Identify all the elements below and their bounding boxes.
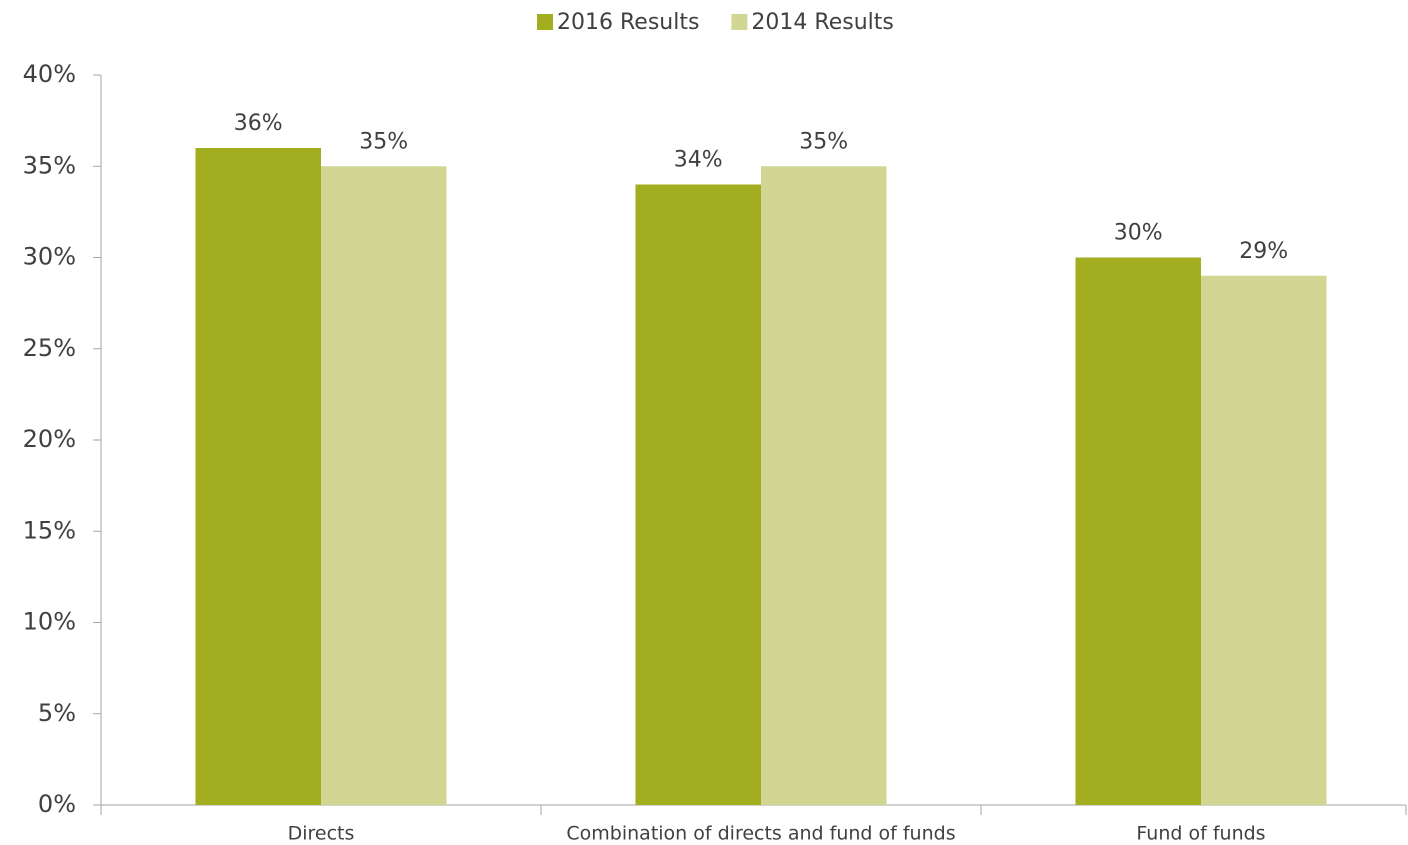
y-tick-label: 40%	[23, 60, 76, 88]
y-tick-label: 15%	[23, 516, 76, 544]
x-tick-label: Combination of directs and fund of funds	[566, 823, 955, 845]
legend-label: 2016 Results	[557, 10, 699, 35]
bar	[635, 184, 761, 805]
legend-swatch	[537, 14, 553, 30]
y-tick-label: 20%	[23, 425, 76, 453]
legend-label: 2014 Results	[751, 10, 893, 35]
y-tick-label: 5%	[38, 699, 76, 727]
bar	[761, 166, 887, 805]
bar	[1075, 257, 1201, 805]
y-tick-label: 30%	[23, 243, 76, 271]
value-label: 35%	[359, 129, 408, 154]
y-tick-label: 35%	[23, 151, 76, 179]
y-tick-label: 0%	[38, 790, 76, 818]
value-label: 30%	[1114, 221, 1163, 246]
value-label: 35%	[799, 129, 848, 154]
y-tick-label: 10%	[23, 608, 76, 636]
x-tick-label: Directs	[288, 823, 355, 845]
legend-swatch	[731, 14, 748, 30]
bar	[321, 166, 447, 805]
value-label: 29%	[1239, 239, 1288, 264]
value-label: 36%	[234, 111, 283, 136]
value-label: 34%	[674, 148, 723, 173]
y-tick-label: 25%	[23, 334, 76, 362]
bar	[1201, 275, 1327, 805]
x-tick-label: Fund of funds	[1136, 823, 1265, 845]
bar	[195, 148, 321, 805]
